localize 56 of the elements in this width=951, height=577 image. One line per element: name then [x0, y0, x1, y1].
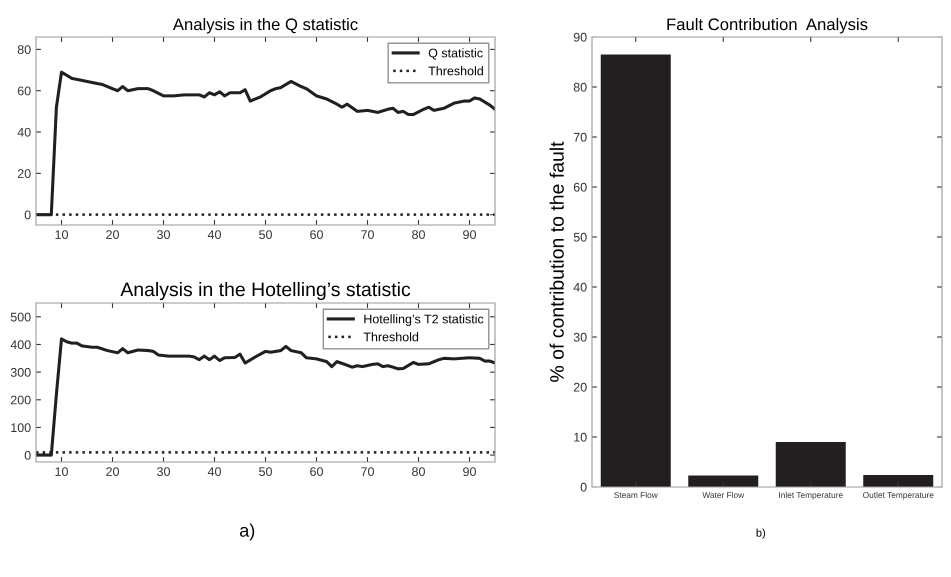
y-tick-label: 0: [580, 482, 587, 492]
x-tick-label: 80: [412, 467, 425, 476]
y-tick-label: 80: [18, 45, 31, 54]
x-tick-label: 40: [208, 230, 221, 240]
y-tick-label: 20: [574, 382, 587, 392]
legend-label: Hotelling’s T2 statistic: [364, 314, 484, 326]
x-tick-label: 60: [310, 467, 323, 476]
x-tick-label: 40: [208, 467, 221, 476]
y-tick-label: 0: [24, 450, 31, 460]
x-tick-label: 70: [361, 467, 374, 476]
x-tick-label: 70: [361, 230, 374, 240]
y-tick-label: 500: [10, 312, 31, 322]
y-axis-title: % of contribution to the fault: [550, 142, 564, 382]
x-tick-label: Steam Flow: [614, 492, 658, 498]
legend-label: Threshold: [428, 66, 483, 76]
y-tick-label: 100: [11, 423, 31, 432]
legend-label: Threshold: [364, 332, 418, 342]
legend-label: Q statistic: [428, 48, 483, 60]
x-tick-label: 20: [106, 230, 119, 240]
x-tick-label: 90: [463, 230, 476, 240]
x-tick-label: 60: [310, 230, 323, 240]
x-tick-label: Inlet Temperature: [779, 492, 843, 500]
x-tick-label: 50: [259, 467, 272, 476]
y-tick-label: 80: [574, 82, 587, 92]
y-tick-label: 40: [574, 282, 587, 292]
y-tick-label: 60: [574, 182, 587, 192]
y-tick-label: 90: [574, 32, 587, 42]
chart-title: Fault Contribution Analysis: [667, 18, 868, 34]
x-tick-label: 90: [463, 467, 476, 476]
text: b): [756, 528, 766, 539]
y-tick-label: 70: [574, 132, 587, 142]
y-tick-label: 200: [10, 396, 31, 404]
x-tick-label: 10: [56, 230, 68, 240]
y-tick-label: 300: [10, 368, 31, 377]
bar: [776, 442, 846, 487]
bar: [688, 476, 758, 487]
x-tick-label: 50: [259, 230, 272, 240]
y-tick-label: 10: [574, 432, 587, 442]
bar: [863, 475, 934, 487]
y-tick-label: 0: [24, 210, 31, 220]
y-tick-label: 400: [10, 340, 31, 350]
bar: [600, 54, 671, 487]
x-tick-label: 10: [56, 467, 68, 476]
x-tick-label: Water Flow: [702, 492, 744, 498]
x-tick-label: 30: [157, 467, 170, 476]
x-tick-label: 30: [157, 230, 170, 240]
text: a): [240, 524, 254, 540]
x-tick-label: Outlet Temperature: [863, 492, 934, 500]
y-tick-label: 40: [18, 128, 31, 137]
chart-title: Analysis in the Hotelling’s statistic: [120, 282, 410, 300]
y-tick-label: 30: [574, 332, 587, 342]
chart-title: Analysis in the Q statistic: [172, 18, 358, 34]
y-tick-label: 60: [18, 86, 31, 96]
x-tick-label: 20: [106, 467, 119, 476]
y-tick-label: 20: [18, 169, 31, 178]
x-tick-label: 80: [412, 230, 425, 240]
